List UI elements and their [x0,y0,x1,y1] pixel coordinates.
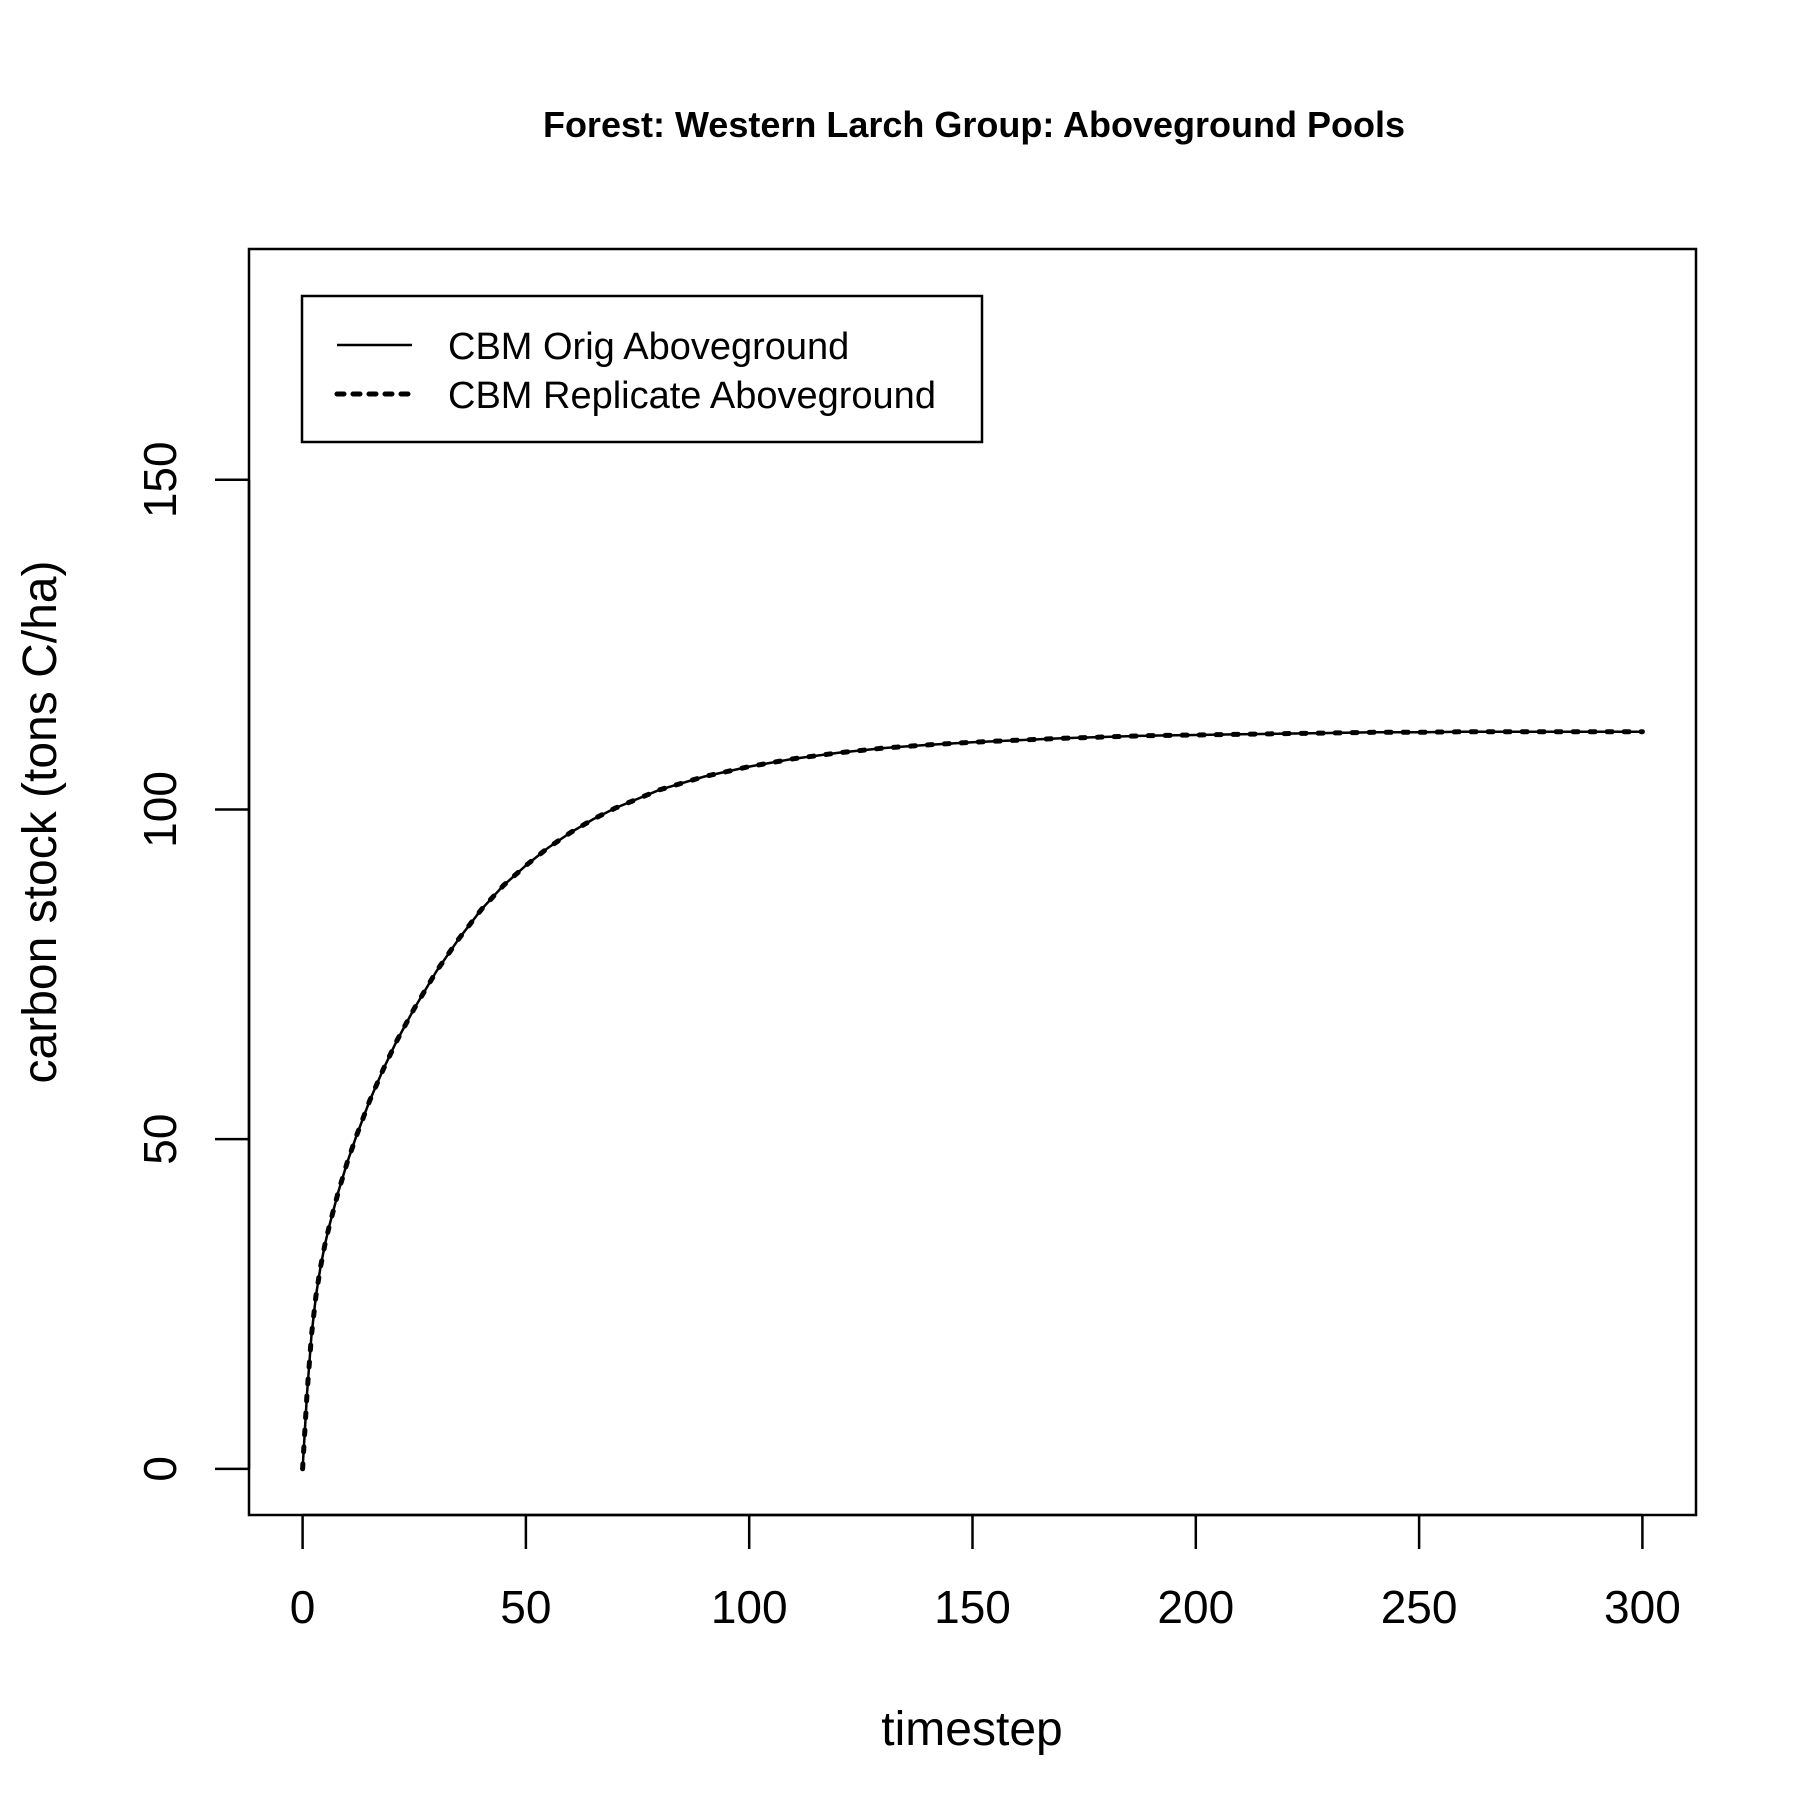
x-tick-label: 0 [290,1581,316,1633]
y-tick-label: 50 [134,1114,186,1165]
y-axis-label: carbon stock (tons C/ha) [14,561,67,1084]
legend-label-replicate: CBM Replicate Aboveground [448,375,936,417]
series-line-replicate [300,729,1645,1472]
x-axis-label: timestep [881,1703,1062,1756]
y-axis: 0 50 100 150 [134,441,251,1482]
x-tick-label: 250 [1381,1581,1458,1633]
legend-label-orig: CBM Orig Aboveground [448,326,849,368]
x-tick-label: 300 [1604,1581,1681,1633]
x-tick-label: 100 [711,1581,788,1633]
chart-title: Forest: Western Larch Group: Aboveground… [543,104,1405,145]
y-tick-label: 100 [134,771,186,848]
x-tick-label: 150 [934,1581,1011,1633]
legend-box [300,294,984,444]
y-tick-label: 150 [134,441,186,518]
y-tick-label: 0 [134,1456,186,1482]
x-axis: 0 50 100 150 200 250 300 [290,1513,1681,1633]
x-tick-label: 200 [1157,1581,1234,1633]
series-layer [300,729,1645,1472]
legend: CBM Orig Aboveground CBM Replicate Above… [300,294,984,444]
x-tick-label: 50 [500,1581,551,1633]
series-line-orig [301,730,1643,1469]
